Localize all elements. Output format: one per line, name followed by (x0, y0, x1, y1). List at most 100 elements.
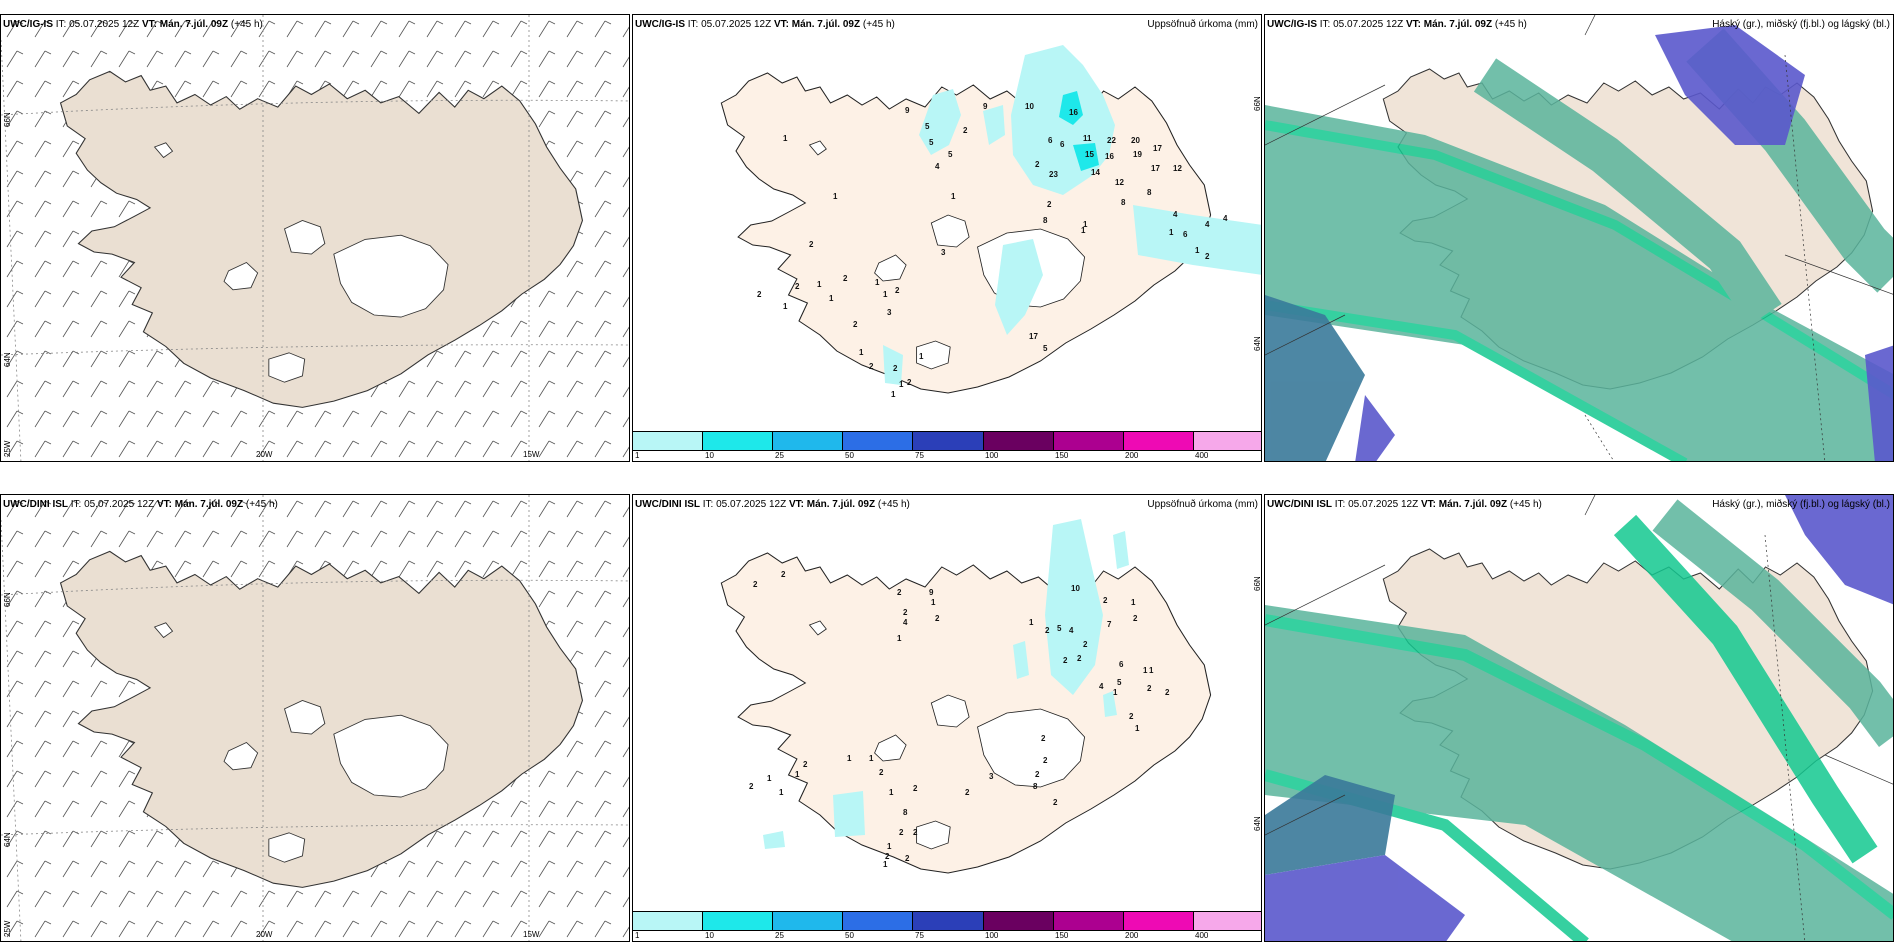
precip-value-label: 4 (1205, 220, 1210, 229)
precip-shading-heavy (1059, 91, 1099, 171)
precip-value-label: 5 (925, 122, 930, 131)
precip-value-label: 2 (885, 852, 890, 861)
precip-value-label: 2 (749, 782, 754, 791)
cloud-title: Háský (gr.), miðský (fj.bl.) og lágský (… (1712, 499, 1890, 510)
valid-time: Mán. 7.júl. 09Z (174, 499, 244, 510)
lon-label-15w: 15W (523, 930, 540, 939)
precip-value-label: 5 (929, 138, 934, 147)
precip-value-label: 1 (889, 788, 894, 797)
colorbar-tick-label: 200 (1125, 451, 1139, 460)
model-name: UWC/DINI ISL (1267, 499, 1332, 510)
colorbar-tick-label: 100 (985, 451, 999, 460)
precip-value-label: 1 (847, 754, 852, 763)
precip-value-label: 9 (983, 102, 988, 111)
precip-value-label: 8 (1043, 216, 1048, 225)
precip-value-label: 4 (903, 618, 908, 627)
init-time: 05.07.2025 12Z (84, 499, 155, 510)
lon-label-15w: 15W (523, 450, 540, 459)
precip-value-label: 1 (767, 774, 772, 783)
precip-map-panel-top: 9 9 10 16 5 5 5 4 2 6 6 11 22 20 15 16 19 17 2 14 17 12 23 12 8 8… (632, 14, 1262, 462)
precip-value-label: 2 (1205, 252, 1210, 261)
colorbar-tick-label: 10 (705, 451, 714, 460)
precip-value-label: 2 (907, 378, 912, 387)
cloud-low-band (1265, 25, 1893, 461)
precip-value-label: 1 (1169, 228, 1174, 237)
colorbar-segment (1123, 912, 1194, 930)
precip-value-label: 2 (1083, 640, 1088, 649)
precip-value-label: 2 (1041, 734, 1046, 743)
panel-header: UWC/IG-IS IT: 05.07.2025 12Z VT: Mán. 7.… (3, 19, 263, 30)
precip-value-label: 3 (989, 772, 994, 781)
precip-value-label: 2 (757, 290, 762, 299)
lat-label-64n: 64N (1253, 336, 1262, 351)
precip-value-label: 2 (1045, 626, 1050, 635)
precip-value-label: 1 (1195, 246, 1200, 255)
precip-value-label: 1 (1135, 724, 1140, 733)
precip-value-label: 4 (1173, 210, 1178, 219)
precip-value-label: 6 (1048, 136, 1053, 145)
lead-time: (+45 h) (1494, 19, 1527, 30)
precip-value-label: 4 (1069, 626, 1074, 635)
precip-value-label: 2 (965, 788, 970, 797)
precip-value-label: 2 (1165, 688, 1170, 697)
colorbar-tick-label: 75 (915, 931, 924, 940)
precip-value-label: 15 (1085, 150, 1094, 159)
precip-value-label: 6 (1183, 230, 1188, 239)
graticule (1265, 495, 1893, 941)
precip-value-label: 5 (948, 150, 953, 159)
cloud-low-band (1265, 495, 1893, 941)
precip-value-label: 2 (963, 126, 968, 135)
precip-value-label: 6 (1060, 140, 1065, 149)
colorbar-tick-label: 25 (775, 451, 784, 460)
precip-value-label: 5 (1117, 678, 1122, 687)
cloud-map-panel-bottom: UWC/DINI ISL IT: 05.07.2025 12Z VT: Mán.… (1264, 494, 1894, 942)
precip-value-label: 2 (905, 854, 910, 863)
precip-value-label: 23 (1049, 170, 1058, 179)
colorbar-tick-label: 10 (705, 931, 714, 940)
precip-value-label: 1 (883, 290, 888, 299)
valid-time: Mán. 7.júl. 09Z (159, 19, 229, 30)
wind-map-top (1, 15, 629, 461)
precip-value-label: 2 (1129, 712, 1134, 721)
precip-value-label: 2 (1147, 684, 1152, 693)
colorbar-segment (1193, 432, 1261, 450)
precip-value-label: 2 (869, 362, 874, 371)
lead-time: (+45 h) (230, 19, 263, 30)
init-time: 05.07.2025 12Z (701, 19, 772, 30)
precip-value-label: 1 (783, 134, 788, 143)
precip-value-label: 1 (829, 294, 834, 303)
colorbar-ticks: 1 10 25 50 75 100 150 200 400 (633, 931, 1261, 941)
precip-value-label: 14 (1091, 168, 1100, 177)
wind-map-panel-bottom: UWC/DINI ISL IT: 05.07.2025 12Z VT: Mán.… (0, 494, 630, 942)
panel-header: UWC/IG-IS IT: 05.07.2025 12Z VT: Mán. 7.… (635, 19, 895, 30)
colorbar-segment (703, 432, 774, 450)
colorbar-tick-label: 200 (1125, 931, 1139, 940)
colorbar-tick-label: 1 (635, 931, 640, 940)
precip-value-label: 2 (843, 274, 848, 283)
precip-value-label: 1 (1143, 666, 1148, 675)
colorbar-tick-label: 1 (635, 451, 640, 460)
lat-label-66n: 66N (1253, 96, 1262, 111)
panel-header: UWC/DINI ISL IT: 05.07.2025 12Z VT: Mán.… (3, 499, 278, 510)
precip-value-label: 1 (951, 192, 956, 201)
cloud-map-bottom (1265, 495, 1893, 941)
precip-value-label: 12 (1115, 178, 1124, 187)
precip-value-label: 2 (879, 768, 884, 777)
precip-value-label: 1 (783, 302, 788, 311)
precip-value-label: 1 (1131, 598, 1136, 607)
lat-label-66n: 66N (3, 592, 12, 607)
precip-value-label: 2 (1133, 614, 1138, 623)
colorbar-segment (913, 912, 984, 930)
precip-value-label: 2 (1047, 200, 1052, 209)
panel-header: UWC/DINI ISL IT: 05.07.2025 12Z VT: Mán.… (1267, 499, 1542, 510)
precip-value-label: 1 (887, 842, 892, 851)
wind-map-panel-top: UWC/IG-IS IT: 05.07.2025 12Z VT: Mán. 7.… (0, 14, 630, 462)
precip-value-label: 1 (817, 280, 822, 289)
precip-value-label: 1 (833, 192, 838, 201)
lead-time: (+45 h) (245, 499, 278, 510)
precip-value-label: 6 (1119, 660, 1124, 669)
precip-value-label: 2 (803, 760, 808, 769)
precip-value-label: 16 (1105, 152, 1114, 161)
